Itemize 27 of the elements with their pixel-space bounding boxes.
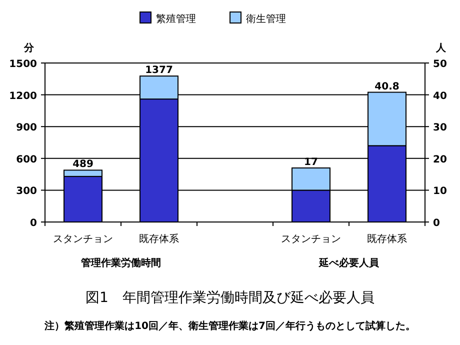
x-tick-label: スタンチョン: [53, 234, 113, 245]
y-axis-title: 分: [23, 42, 35, 54]
legend-label: 繁殖管理: [156, 13, 196, 25]
total-label: 489: [72, 159, 94, 170]
y-tick-label: 10: [433, 186, 447, 198]
total-label: 40.8: [374, 81, 400, 92]
x-axis-title: 延べ必要人員: [318, 257, 380, 269]
y-axis-title: 人: [435, 42, 447, 54]
legend-label: 衛生管理: [246, 13, 286, 25]
y-tick-label: 900: [16, 122, 38, 134]
y-tick-label: 1500: [9, 59, 38, 70]
y-tick-label: 20: [433, 154, 447, 166]
y-tick-label: 600: [16, 154, 38, 166]
text: 注）繁殖管理作業は10回／年、衛生管理作業は7回／年行うものとして試算した。: [44, 320, 416, 332]
y-tick-label: 40: [433, 90, 447, 102]
y-tick-label: 0: [30, 218, 38, 229]
total-label: 1377: [145, 65, 173, 76]
y-tick-label: 0: [433, 218, 440, 229]
x-tick-label: スタンチョン: [281, 234, 341, 245]
y-tick-label: 30: [433, 122, 447, 134]
y-tick-label: 1200: [9, 90, 38, 102]
x-axis-title: 管理作業労働時間: [80, 257, 161, 269]
x-tick-label: 既存体系: [139, 233, 179, 245]
y-tick-label: 300: [16, 186, 38, 198]
y-tick-label: 50: [433, 59, 447, 70]
x-tick-label: 既存体系: [367, 233, 407, 245]
text: 図1 年間管理作業労働時間及び延べ必要人員: [86, 290, 374, 306]
